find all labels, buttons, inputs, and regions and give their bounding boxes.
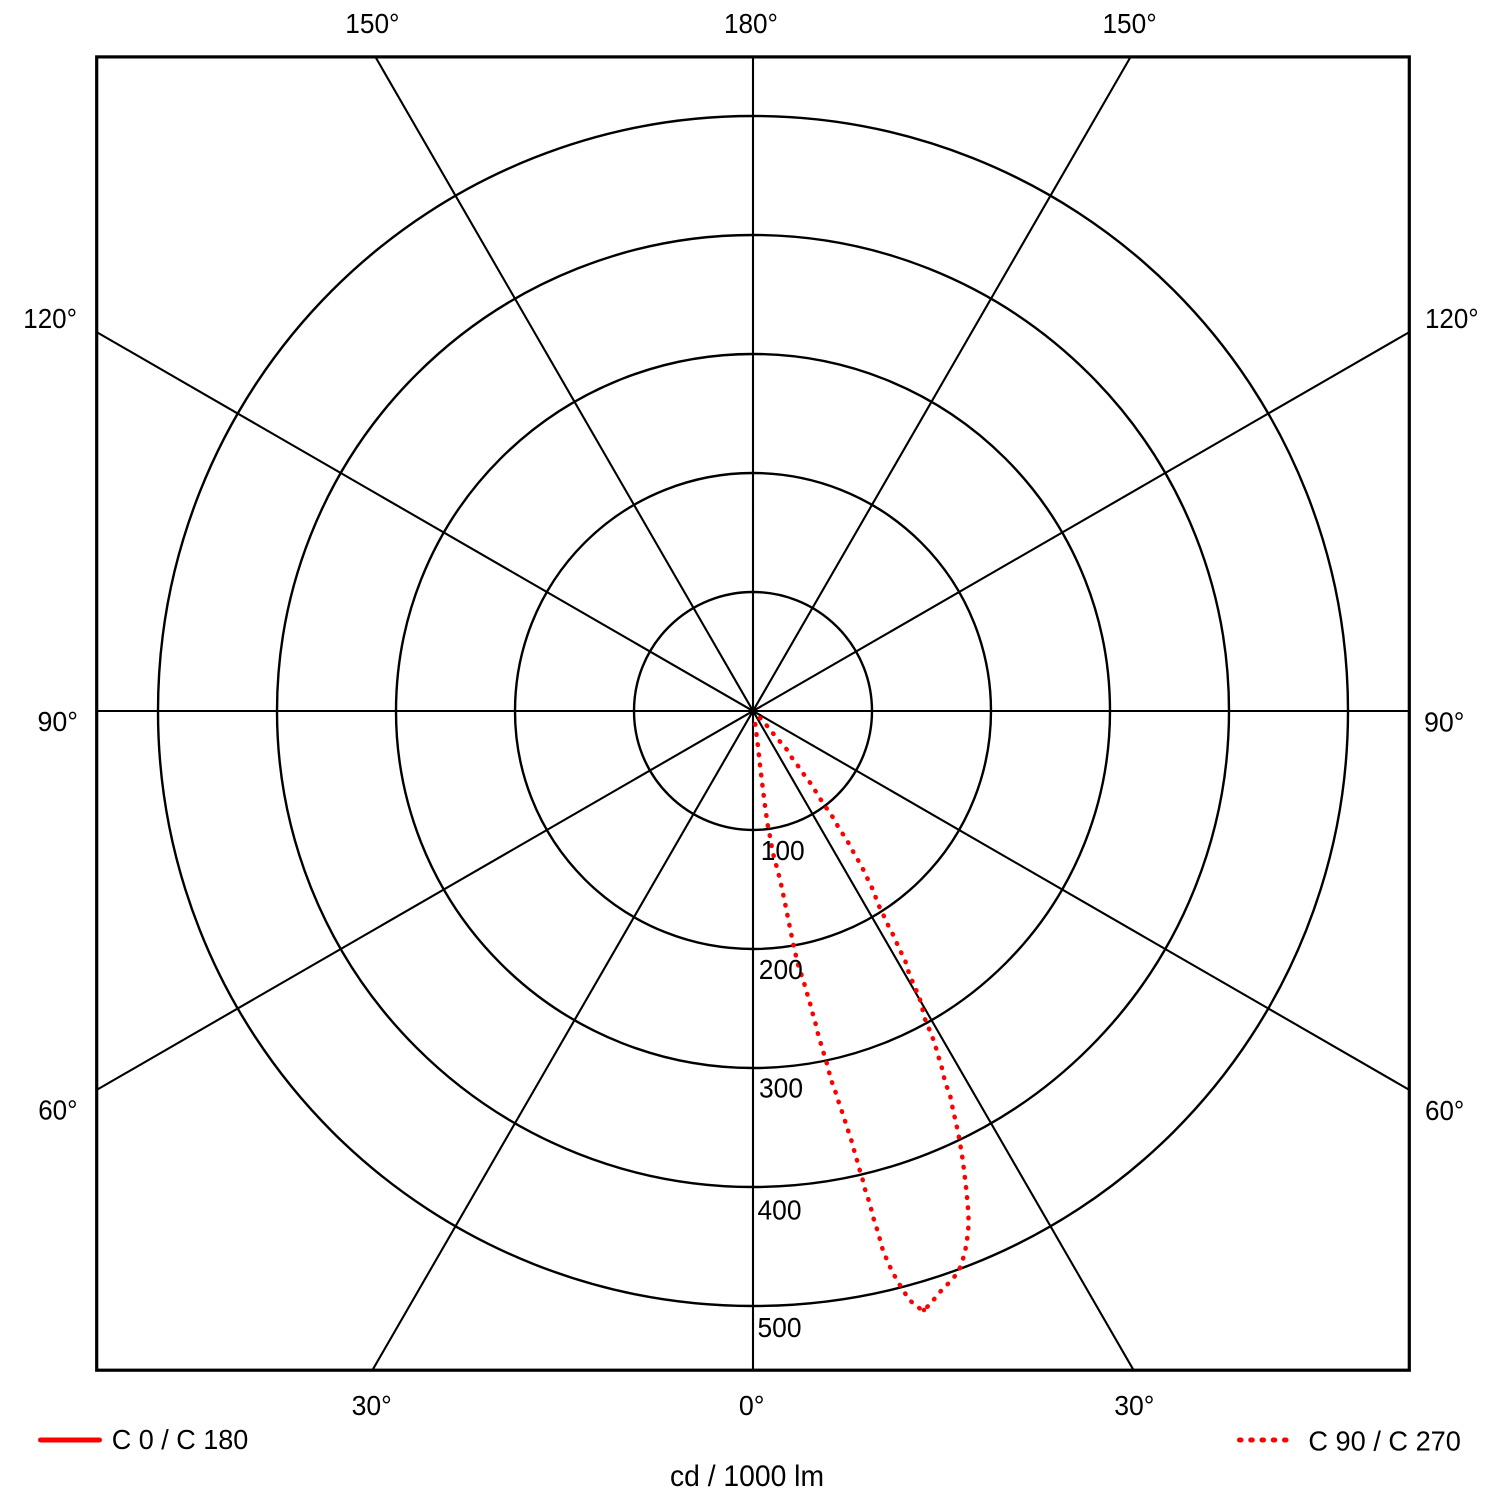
svg-text:150°: 150° bbox=[1102, 8, 1156, 39]
svg-text:300: 300 bbox=[759, 1073, 803, 1104]
svg-text:90°: 90° bbox=[1424, 706, 1465, 737]
svg-text:30°: 30° bbox=[1114, 1390, 1154, 1421]
svg-text:C 0 / C 180: C 0 / C 180 bbox=[112, 1424, 249, 1455]
svg-text:90°: 90° bbox=[38, 706, 79, 737]
svg-text:400: 400 bbox=[758, 1194, 802, 1225]
svg-text:C 90 / C 270: C 90 / C 270 bbox=[1308, 1425, 1461, 1456]
svg-text:100: 100 bbox=[761, 835, 805, 866]
svg-text:150°: 150° bbox=[345, 8, 399, 39]
svg-text:60°: 60° bbox=[38, 1095, 77, 1126]
svg-text:180°: 180° bbox=[724, 8, 778, 39]
svg-text:120°: 120° bbox=[23, 303, 77, 334]
svg-text:120°: 120° bbox=[1425, 303, 1479, 334]
svg-text:60°: 60° bbox=[1425, 1095, 1464, 1126]
svg-text:30°: 30° bbox=[352, 1390, 392, 1421]
svg-text:500: 500 bbox=[758, 1312, 802, 1343]
svg-text:200: 200 bbox=[759, 954, 803, 985]
svg-text:cd / 1000 lm: cd / 1000 lm bbox=[670, 1460, 824, 1493]
svg-text:0°: 0° bbox=[739, 1390, 765, 1421]
